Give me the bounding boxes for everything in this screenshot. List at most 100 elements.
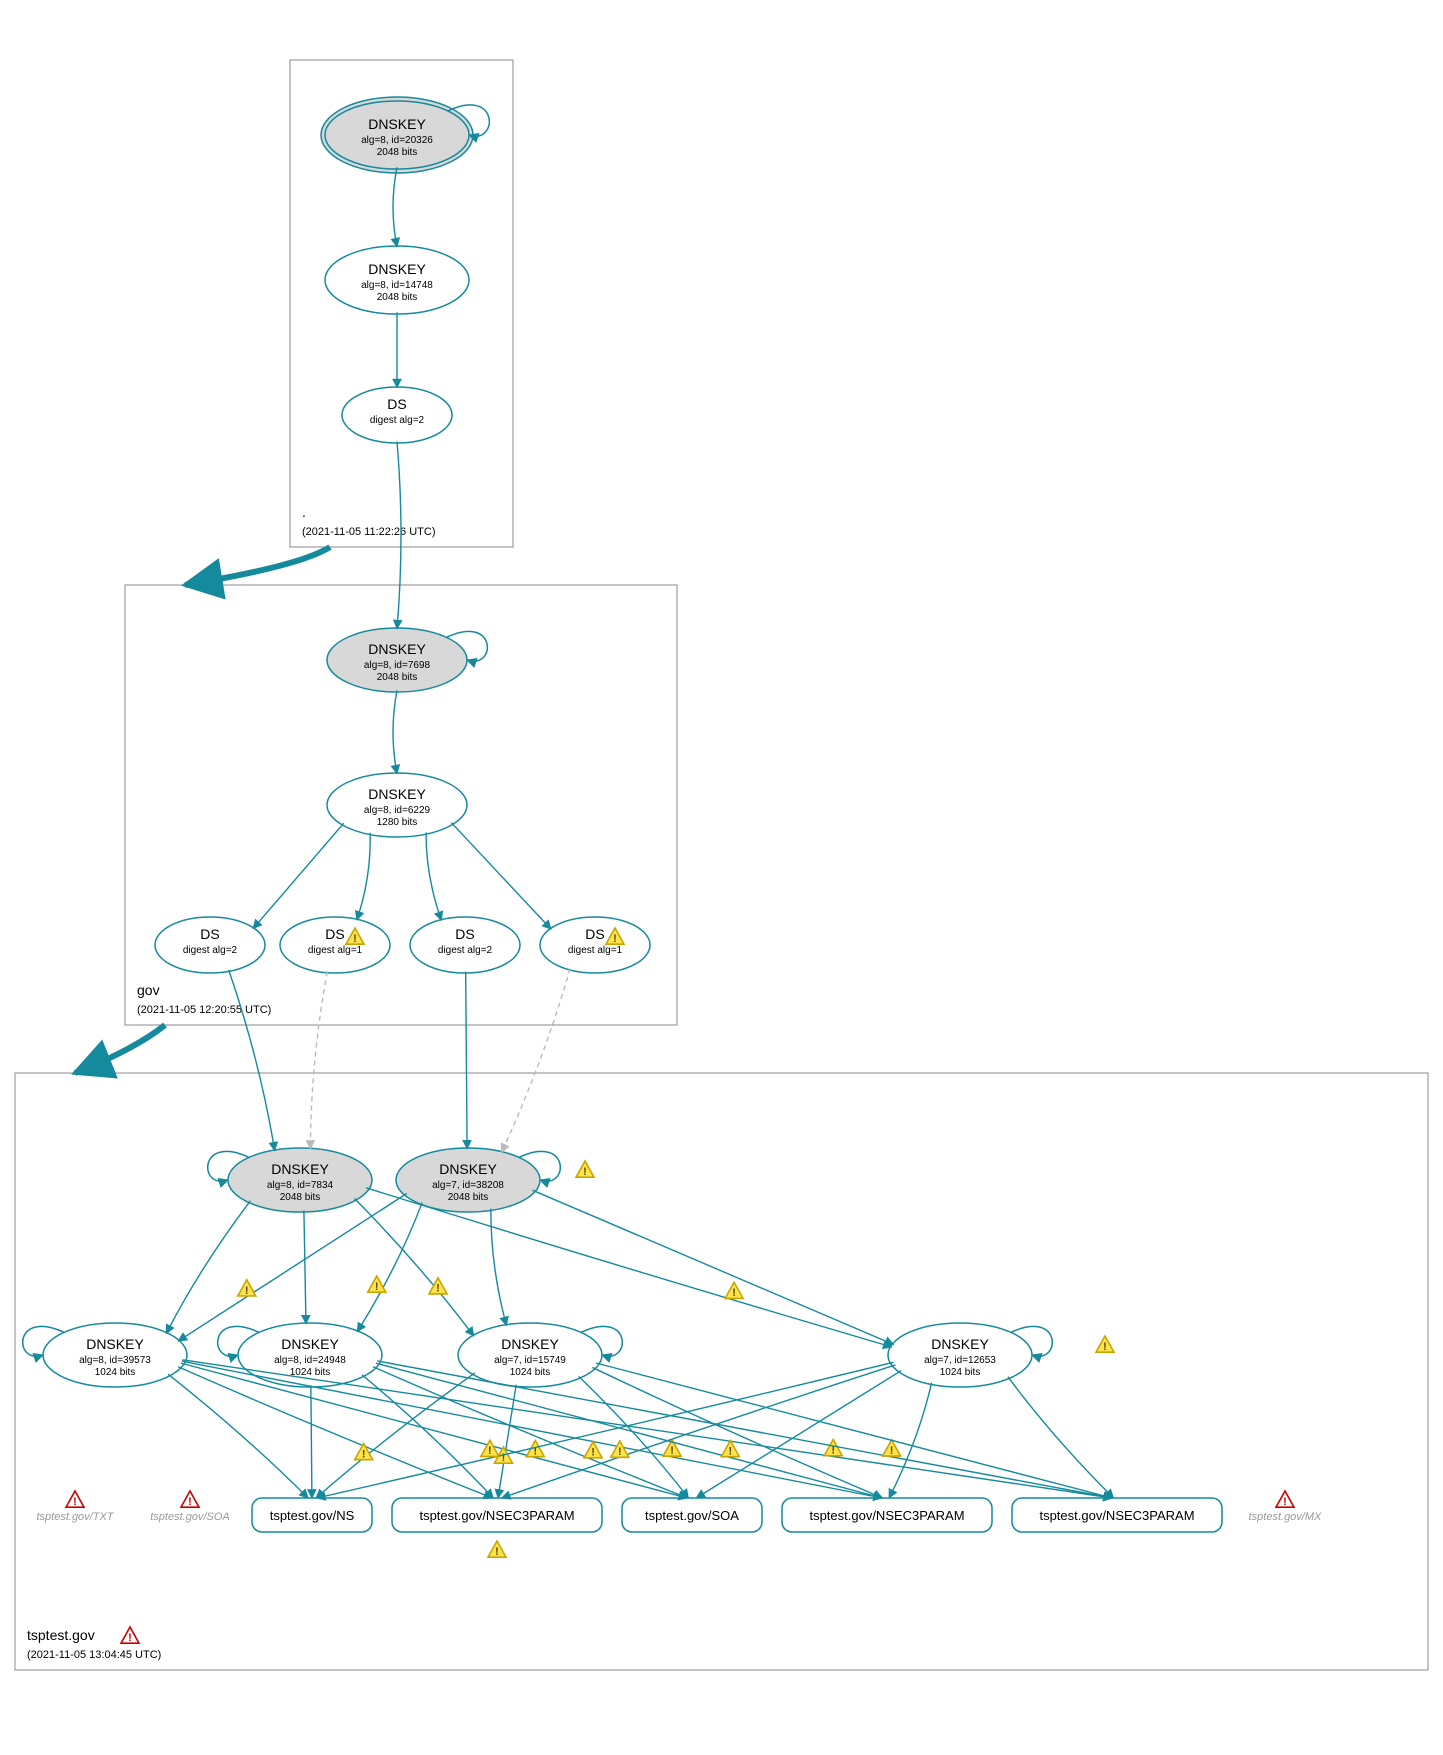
tsp-ksk1-title: DNSKEY (271, 1161, 329, 1177)
svg-text:!: ! (245, 1285, 249, 1297)
f-soa-warn: ! (181, 1491, 199, 1508)
tsp-zsk4-sub2: 1024 bits (940, 1367, 981, 1378)
svg-text:!: ! (188, 1496, 192, 1508)
root-ds-title: DS (387, 396, 406, 412)
root-ds[interactable]: DSdigest alg=2 (342, 387, 452, 443)
tsp-zsk3[interactable]: DNSKEYalg=7, id=157491024 bits (458, 1323, 622, 1387)
svg-text:!: ! (591, 1447, 595, 1459)
edge-gov-ksk-gov-zsk (393, 690, 397, 773)
zone-root-ts: (2021-11-05 11:22:26 UTC) (302, 526, 436, 538)
edge-gov-ds2-tsp-ksk1 (310, 971, 327, 1149)
edge-gov-zsk-gov-ds4 (451, 823, 551, 930)
edge-tsp-ksk1-tsp-zsk3 (354, 1198, 473, 1336)
zone-gov-ts: (2021-11-05 12:20:55 UTC) (137, 1004, 271, 1016)
extra-warn-1: ! (1096, 1336, 1114, 1353)
edgewarn-28: ! (721, 1441, 739, 1458)
rr-n3p3-label: tsptest.gov/NSEC3PARAM (1039, 1508, 1194, 1523)
zone-tsp-warn: ! (121, 1627, 139, 1644)
svg-text:!: ! (1103, 1341, 1107, 1353)
tsp-zsk3-sub1: alg=7, id=15749 (494, 1355, 566, 1366)
zone-tsp (15, 1073, 1428, 1670)
edge-gov-zsk-gov-ds1 (253, 823, 344, 928)
tsp-ksk2[interactable]: DNSKEYalg=7, id=382082048 bits (396, 1148, 560, 1212)
gov-ds4[interactable]: DS digest alg=1! (540, 917, 650, 973)
f-txt: !tsptest.gov/TXT (36, 1491, 114, 1523)
svg-text:!: ! (502, 1452, 506, 1464)
gov-ds4-sub1: digest alg=1 (568, 945, 623, 956)
gov-zsk-title: DNSKEY (368, 786, 426, 802)
gov-zsk[interactable]: DNSKEYalg=8, id=62291280 bits (327, 773, 467, 837)
tsp-zsk1-title: DNSKEY (86, 1336, 144, 1352)
zone-arrow (185, 547, 330, 585)
gov-ds4-title: DS (585, 926, 604, 942)
gov-ds3-sub1: digest alg=2 (438, 945, 493, 956)
edge-root-ksk-root-zsk (393, 167, 397, 246)
tsp-zsk4[interactable]: DNSKEYalg=7, id=126531024 bits (888, 1323, 1052, 1387)
zone-arrow (75, 1025, 165, 1073)
gov-ds2[interactable]: DSdigest alg=1! (280, 917, 390, 973)
svg-text:!: ! (728, 1445, 732, 1457)
gov-ksk-title: DNSKEY (368, 641, 426, 657)
gov-ksk[interactable]: DNSKEYalg=8, id=76982048 bits (327, 628, 487, 692)
edgewarn-35: ! (481, 1440, 499, 1457)
tsp-ksk1-sub2: 2048 bits (280, 1192, 321, 1203)
edge-tsp-ksk2-tsp-zsk2 (357, 1203, 422, 1332)
edge-gov-zsk-gov-ds3 (426, 832, 441, 920)
rr-n3p2-label: tsptest.gov/NSEC3PARAM (809, 1508, 964, 1523)
gov-ds1[interactable]: DSdigest alg=2 (155, 917, 265, 973)
edge-tsp-ksk1-tsp-zsk4 (366, 1188, 892, 1347)
edge-tsp-ksk1-tsp-zsk2 (304, 1210, 306, 1323)
edge-tsp-zsk2-rr-n3p1 (362, 1375, 493, 1498)
f-mx-label: tsptest.gov/MX (1249, 1511, 1322, 1523)
gov-ds2-sub1: digest alg=1 (308, 945, 363, 956)
rr-n3p1[interactable]: tsptest.gov/NSEC3PARAM! (392, 1498, 602, 1558)
edgewarn-27: ! (584, 1442, 602, 1459)
rr-ns-label: tsptest.gov/NS (270, 1508, 355, 1523)
extra-warn-0: ! (576, 1161, 594, 1178)
edge-tsp-zsk3-rr-soa (579, 1376, 689, 1498)
edge-tsp-zsk1-rr-soa (181, 1363, 687, 1498)
f-mx: ! tsptest.gov/MX (1249, 1491, 1322, 1523)
rr-n3p3[interactable]: tsptest.gov/NSEC3PARAM (1012, 1498, 1222, 1532)
svg-text:!: ! (375, 1281, 379, 1293)
root-zsk[interactable]: DNSKEYalg=8, id=147482048 bits (325, 246, 469, 314)
root-zsk-title: DNSKEY (368, 261, 426, 277)
edge-tsp-ksk2-tsp-zsk4 (532, 1190, 893, 1344)
rr-n3p2[interactable]: tsptest.gov/NSEC3PARAM (782, 1498, 992, 1532)
edge-gov-ds3-tsp-ksk2 (466, 972, 467, 1149)
edgewarn-24: ! (824, 1440, 842, 1457)
root-ksk-sub2: 2048 bits (377, 147, 418, 158)
root-ksk-title: DNSKEY (368, 116, 426, 132)
svg-text:!: ! (128, 1632, 132, 1644)
gov-ds1-title: DS (200, 926, 219, 942)
tsp-zsk1-sub2: 1024 bits (95, 1367, 136, 1378)
svg-text:!: ! (613, 933, 617, 945)
edgewarn-15: ! (725, 1282, 743, 1299)
svg-text:!: ! (495, 1546, 499, 1558)
tsp-ksk2-sub1: alg=7, id=38208 (432, 1180, 504, 1191)
rr-soa[interactable]: tsptest.gov/SOA (622, 1498, 762, 1532)
f-mx-warn: ! (1276, 1491, 1294, 1508)
gov-ds3[interactable]: DSdigest alg=2 (410, 917, 520, 973)
svg-text:!: ! (583, 1166, 587, 1178)
zone-root-label: . (302, 504, 306, 520)
edge-gov-ds1-tsp-ksk1 (229, 970, 275, 1151)
dnssec-diagram: . (2021-11-05 11:22:26 UTC) gov (2021-11-05… (0, 0, 1443, 1755)
gov-zsk-sub1: alg=8, id=6229 (364, 805, 431, 816)
rr-ns[interactable]: tsptest.gov/NS (252, 1498, 372, 1532)
edge-tsp-zsk3-rr-n3p3 (596, 1363, 1112, 1498)
edge-tsp-zsk4-rr-n3p2 (889, 1383, 932, 1498)
edge-tsp-zsk3-rr-n3p1 (498, 1385, 516, 1498)
tsp-zsk1[interactable]: DNSKEYalg=8, id=395731024 bits (23, 1323, 187, 1387)
root-ksk[interactable]: DNSKEY alg=8, id=203262048 bits (321, 97, 489, 173)
f-soa: !tsptest.gov/SOA (150, 1491, 229, 1523)
zone-tsp-label: tsptest.gov (27, 1627, 95, 1643)
tsp-zsk4-sub1: alg=7, id=12653 (924, 1355, 996, 1366)
tsp-ksk1[interactable]: DNSKEYalg=8, id=78342048 bits (208, 1148, 372, 1212)
root-ksk-sub1: alg=8, id=20326 (361, 135, 433, 146)
svg-text:!: ! (73, 1496, 77, 1508)
edge-gov-zsk-gov-ds2 (357, 833, 370, 920)
zone-gov-label: gov (137, 982, 160, 998)
tsp-zsk2-sub1: alg=8, id=24948 (274, 1355, 346, 1366)
root-zsk-sub2: 2048 bits (377, 292, 418, 303)
